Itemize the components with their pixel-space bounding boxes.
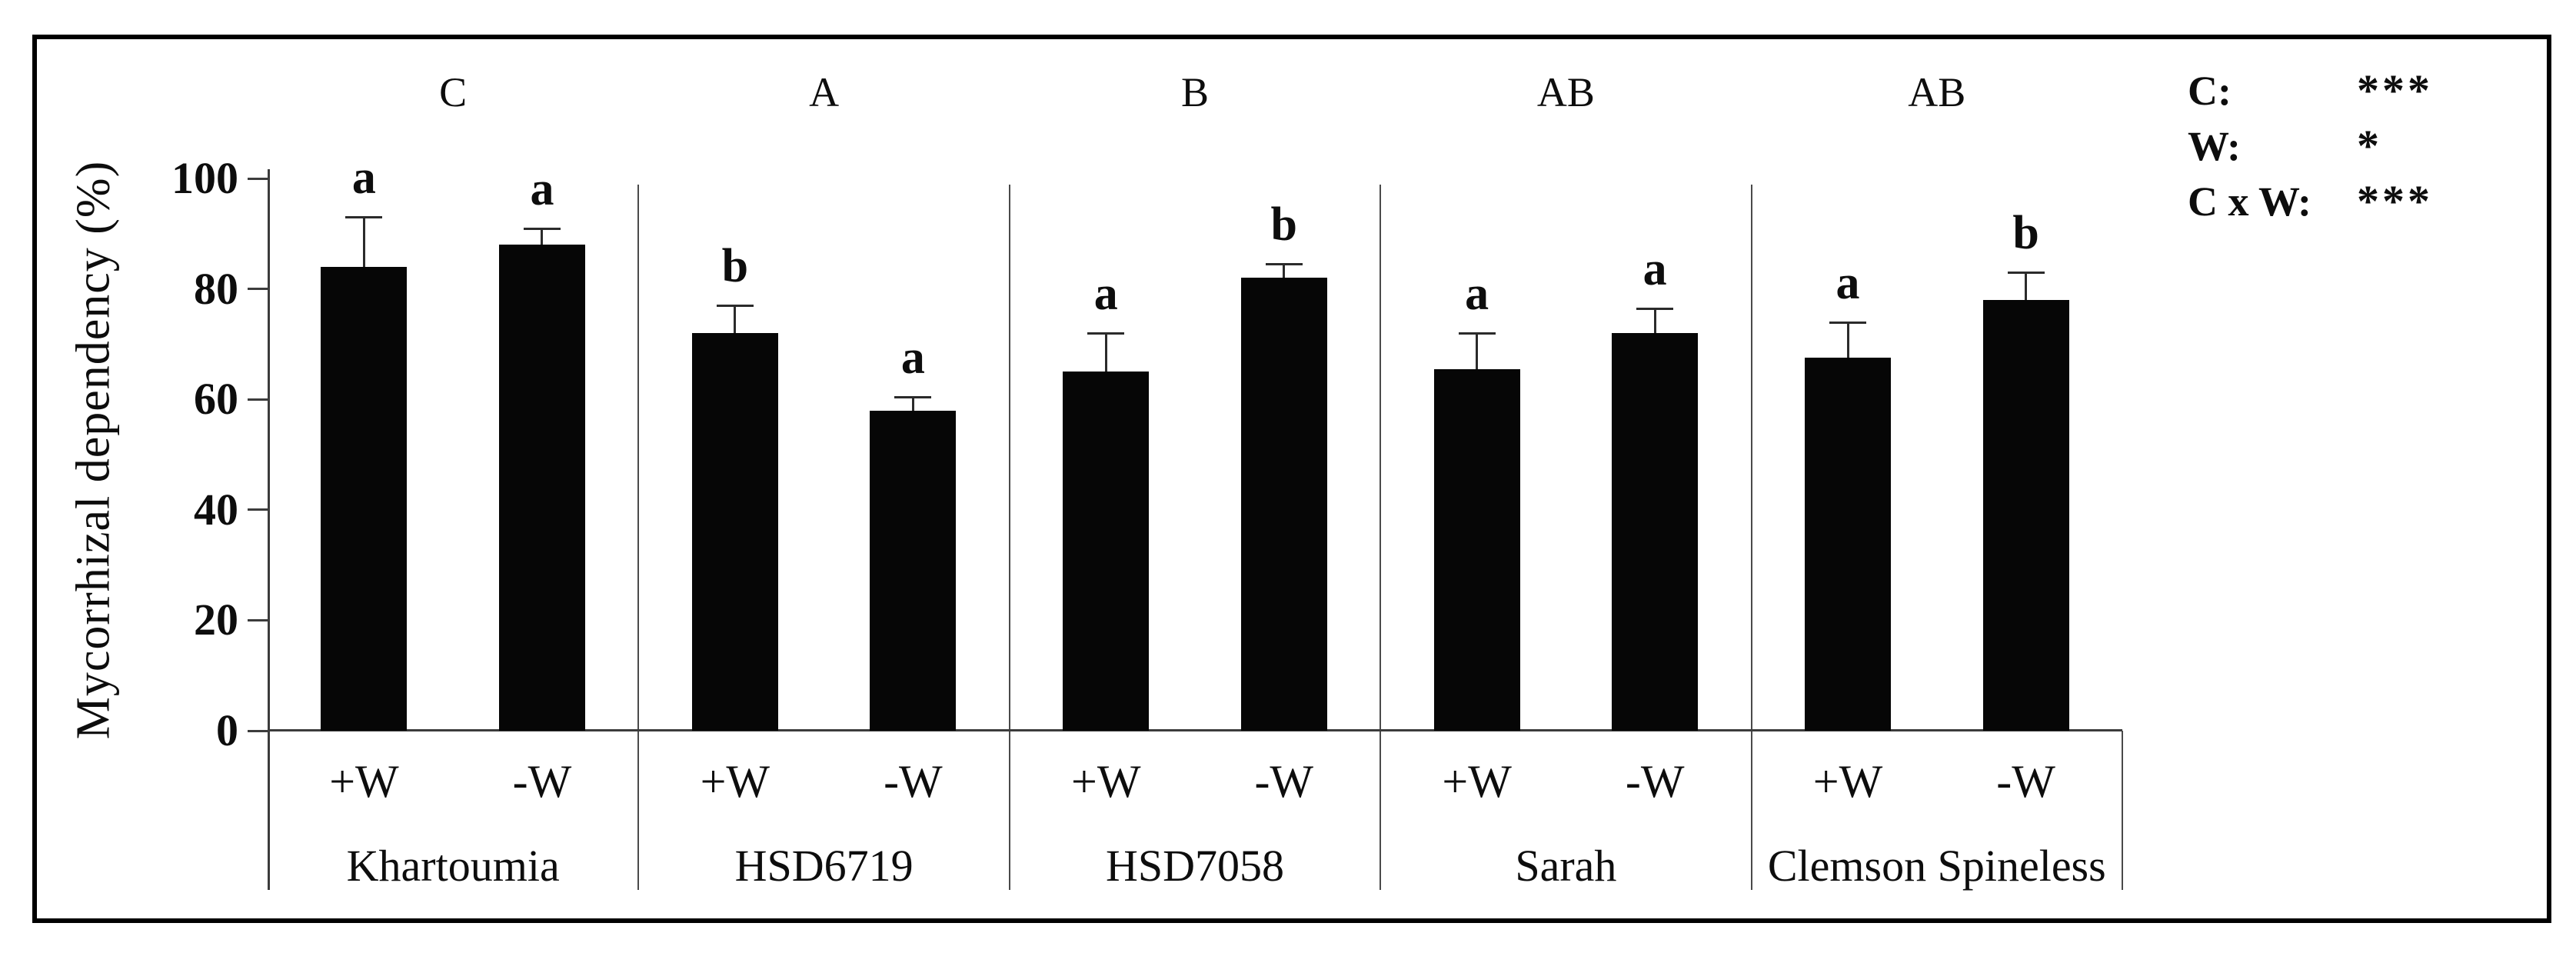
error-bar <box>1653 308 1656 334</box>
group-separator <box>1380 185 1382 890</box>
y-tick-mark <box>248 398 268 401</box>
cultivar-label: Clemson Spineless <box>1767 841 2106 891</box>
y-tick-mark <box>248 177 268 180</box>
sig-letter: b <box>2012 207 2039 260</box>
cultivar-label: HSD7058 <box>1105 841 1284 891</box>
cultivar-label: Sarah <box>1515 841 1617 891</box>
y-tick-label: 40 <box>194 484 238 535</box>
y-tick-mark <box>248 729 268 732</box>
treatment-label: +W <box>329 756 399 807</box>
group-significance-label: AB <box>1536 69 1595 115</box>
treatment-label: -W <box>1625 756 1685 807</box>
error-bar-cap <box>1458 332 1496 335</box>
sig-letter: a <box>1093 268 1118 321</box>
figure-border <box>32 35 2551 923</box>
legend-significance-stars: *** <box>2357 65 2433 115</box>
error-bar-cap <box>2007 272 2045 275</box>
error-bar <box>1283 264 1286 278</box>
group-separator <box>1008 185 1010 890</box>
error-bar <box>734 305 737 334</box>
sig-letter: a <box>1642 242 1667 295</box>
sig-letter: a <box>1835 256 1860 309</box>
group-significance-label: C <box>439 69 468 115</box>
error-bar-cap <box>716 305 754 308</box>
y-tick-mark <box>248 508 268 511</box>
y-axis-line <box>268 169 270 890</box>
treatment-label: +W <box>1812 756 1883 807</box>
bar <box>691 333 778 731</box>
y-tick-label: 80 <box>194 263 238 314</box>
y-tick-label: 60 <box>194 374 238 425</box>
legend-factor-label: C x W: <box>2188 178 2312 225</box>
bar <box>870 410 957 731</box>
treatment-label: +W <box>1442 756 1512 807</box>
error-bar-cap <box>1087 332 1125 335</box>
error-bar <box>1104 333 1107 372</box>
treatment-label: +W <box>700 756 770 807</box>
bar <box>498 245 585 731</box>
bar <box>1982 299 2069 731</box>
error-bar <box>362 217 365 267</box>
label-box-right-line <box>2122 731 2123 890</box>
legend-significance-stars: * <box>2357 121 2382 171</box>
error-bar-cap <box>1265 263 1303 266</box>
treatment-label: -W <box>512 756 572 807</box>
error-bar <box>1846 322 1849 358</box>
legend-significance-stars: *** <box>2357 176 2433 226</box>
error-bar <box>541 228 544 245</box>
x-axis-line <box>268 729 2122 731</box>
error-bar-cap <box>894 395 932 398</box>
cultivar-label: Khartoumia <box>346 841 560 891</box>
bar <box>1433 368 1520 731</box>
group-significance-label: A <box>809 69 840 115</box>
legend-factor-label: W: <box>2188 123 2242 169</box>
error-bar <box>911 396 914 411</box>
error-bar-cap <box>523 227 561 230</box>
treatment-label: -W <box>1996 756 2055 807</box>
treatment-label: -W <box>884 756 943 807</box>
sig-letter: a <box>1465 268 1489 321</box>
y-tick-mark <box>248 618 268 621</box>
treatment-label: +W <box>1070 756 1141 807</box>
error-bar <box>2025 272 2028 300</box>
sig-letter: b <box>1270 198 1297 252</box>
sig-letter: b <box>721 240 749 293</box>
y-tick-label: 20 <box>194 595 238 645</box>
error-bar-cap <box>1829 321 1867 324</box>
bar <box>321 266 408 731</box>
group-separator <box>637 185 640 890</box>
sig-letter: a <box>900 331 925 384</box>
sig-letter: a <box>351 152 376 205</box>
error-bar-cap <box>345 216 383 219</box>
bar <box>1063 372 1150 731</box>
sig-letter: a <box>530 162 554 215</box>
treatment-label: -W <box>1254 756 1314 807</box>
group-significance-label: B <box>1180 69 1209 115</box>
y-tick-label: 100 <box>171 153 238 203</box>
group-separator <box>1750 185 1752 890</box>
bar <box>1612 333 1699 731</box>
group-significance-label: AB <box>1908 69 1966 115</box>
bar <box>1805 358 1892 731</box>
error-bar <box>1476 333 1479 369</box>
y-tick-mark <box>248 288 268 291</box>
bar <box>1240 278 1327 731</box>
legend-factor-label: C: <box>2188 68 2232 114</box>
y-tick-label: 0 <box>216 705 238 755</box>
error-bar-cap <box>1636 307 1674 310</box>
cultivar-label: HSD6719 <box>734 841 914 891</box>
